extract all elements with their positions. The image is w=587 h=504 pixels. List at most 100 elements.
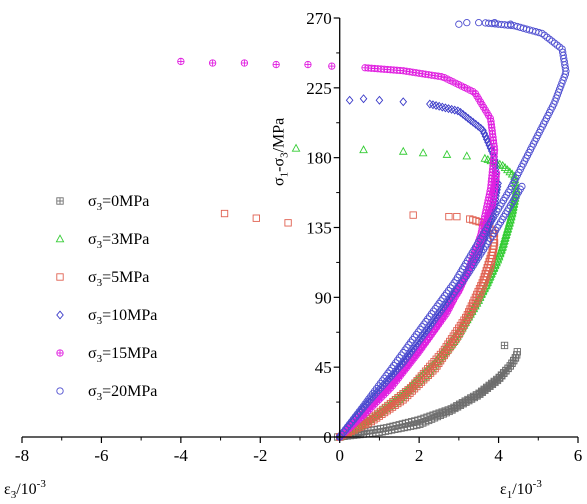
data-point-post-peak-3: [284, 219, 292, 227]
data-point-axial-31: [415, 374, 423, 383]
y-tick-label: 180: [306, 149, 332, 168]
data-point-axial-25: [401, 388, 410, 396]
x-tick-label: -4: [174, 446, 189, 465]
data-point-post-peak-5: [291, 143, 301, 152]
legend-label-2: σ3=5MPa: [88, 269, 149, 289]
data-point-axial-98: [492, 169, 501, 177]
data-point-lateral-24: [401, 394, 410, 402]
data-point-post-peak-0: [453, 212, 461, 221]
data-point-lateral-148: [543, 33, 551, 41]
data-point-axial-32: [417, 372, 425, 380]
data-point-axial-19: [386, 399, 395, 408]
data-point-post-peak-5: [220, 209, 229, 218]
data-point-axial-14: [374, 409, 382, 418]
data-point-axial-25: [387, 372, 396, 380]
data-point-axial-22: [394, 394, 402, 402]
data-point-axial-40: [434, 353, 442, 361]
data-point-post-peak-2: [272, 60, 280, 69]
data-point-axial-22: [381, 379, 389, 387]
legend-label-0: σ3=0MPa: [88, 193, 149, 213]
data-point-post-peak-0: [462, 151, 472, 160]
y-tick-label: 0: [323, 428, 332, 447]
x-axis-label-left: ε3/10-3: [4, 478, 46, 501]
data-point-axial-29: [396, 362, 404, 371]
data-point-axial-15: [376, 407, 384, 416]
data-point-post-peak-0: [399, 97, 408, 107]
series-0: [334, 341, 521, 441]
legend-marker-2: [56, 273, 64, 281]
data-point-axial-33: [419, 369, 428, 378]
data-point-lateral-109: [482, 134, 491, 144]
x-tick-label: 0: [335, 446, 344, 465]
data-point-post-peak-4: [208, 59, 217, 67]
data-point-lateral-146: [548, 37, 556, 45]
data-point-lateral-93: [466, 215, 474, 223]
data-point-lateral-144: [553, 41, 561, 49]
legend-label-5: σ3=20MPa: [88, 383, 157, 403]
x-axis-label-right: ε1/10-3: [500, 478, 542, 501]
data-point-axial-26: [389, 369, 398, 378]
data-point-lateral-111: [480, 128, 489, 138]
data-point-axial-20: [389, 397, 397, 406]
x-tick-label: -2: [253, 446, 267, 465]
data-point-post-peak-3: [398, 146, 408, 155]
data-point-post-peak-2: [409, 211, 417, 219]
data-point-lateral-145: [550, 39, 559, 47]
data-point-axial-18: [384, 401, 392, 410]
data-point-post-peak-4: [506, 20, 515, 28]
series-2: [220, 209, 499, 441]
data-point-axial-24: [385, 374, 393, 382]
data-point-lateral-114: [480, 153, 490, 162]
data-point-axial-29: [411, 379, 419, 387]
legend-label-3: σ3=10MPa: [88, 307, 157, 327]
x-tick-label: -6: [94, 446, 108, 465]
data-point-lateral-122: [454, 106, 462, 116]
data-point-axial-13: [362, 401, 370, 409]
legend: σ3=0MPa σ3=3MPa σ3=5MPa σ3=10MPa σ3=15MPa σ3=…: [55, 193, 157, 403]
data-point-lateral-160: [361, 64, 369, 72]
data-point-axial-5: [346, 420, 354, 429]
data-point-lateral-124: [447, 104, 456, 114]
data-point-post-peak-2: [359, 94, 368, 104]
data-point-lateral-147: [545, 35, 554, 43]
data-point-axial-41: [436, 350, 445, 359]
data-point-axial-27: [406, 384, 415, 392]
data-point-lateral-103: [510, 171, 519, 180]
data-point-lateral-130: [429, 100, 437, 110]
data-point-post-peak-2: [475, 19, 483, 27]
data-point-axial-19: [374, 386, 383, 394]
data-point-axial-35: [424, 365, 432, 373]
legend-marker-1: [55, 234, 65, 243]
data-point-axial-21: [379, 381, 387, 390]
data-point-lateral-127: [438, 102, 447, 112]
data-point-lateral-126: [441, 103, 450, 113]
data-point-post-peak-0: [500, 341, 509, 350]
data-point-axial-30: [413, 377, 421, 385]
data-point-post-peak-3: [490, 19, 499, 27]
data-point-lateral-119: [461, 111, 470, 121]
data-point-axial-9: [354, 411, 362, 419]
data-point-axial-16: [379, 405, 387, 414]
data-point-post-peak-1: [375, 95, 384, 105]
y-tick-label: 45: [315, 358, 332, 377]
data-point-axial-17: [381, 403, 390, 412]
data-point-lateral-116: [469, 117, 477, 127]
data-point-post-peak-1: [442, 149, 452, 158]
data-point-lateral-167: [485, 19, 493, 27]
data-point-lateral-108: [498, 160, 508, 169]
data-point-axial-64: [513, 348, 521, 356]
data-point-post-peak-0: [328, 62, 336, 70]
data-point-post-peak-1: [463, 19, 471, 27]
legend-marker-5: [56, 387, 64, 395]
data-point-post-peak-3: [240, 59, 249, 67]
data-point-axial-23: [396, 392, 405, 400]
data-point-lateral-113: [483, 154, 493, 163]
data-point-axial-18: [372, 389, 381, 397]
data-point-axial-2: [340, 428, 348, 436]
data-point-lateral-142: [558, 45, 566, 53]
data-point-lateral-131: [426, 99, 434, 109]
data-point-lateral-104: [507, 169, 517, 178]
data-point-post-peak-2: [418, 148, 428, 157]
data-point-lateral-117: [466, 115, 475, 125]
